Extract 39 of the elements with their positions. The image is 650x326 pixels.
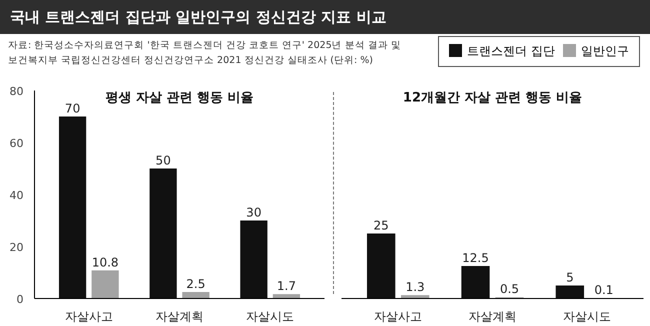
- x-tick-label: 자살시도: [562, 310, 611, 324]
- legend-label: 일반인구: [580, 44, 629, 58]
- y-tick-label: 80: [10, 85, 24, 98]
- data-label: 1.3: [406, 280, 425, 294]
- data-label: 70: [64, 102, 80, 116]
- y-tick-label: 20: [10, 241, 24, 254]
- text: 보건복지부 국립정신건강센터 정신건강연구소 2021 정신건강 실태조사 (단위: %): [8, 55, 373, 66]
- y-tick-label: 0: [16, 293, 24, 306]
- data-label: 10.8: [92, 255, 119, 270]
- y-tick-label: 40: [10, 189, 24, 202]
- data-label: 1.7: [276, 279, 296, 294]
- data-label: 12.5: [462, 251, 489, 265]
- bar: [272, 294, 300, 298]
- data-label: 5: [566, 270, 574, 284]
- bar: [366, 234, 396, 298]
- data-label: 0.1: [594, 283, 614, 298]
- text: 자료: 한국성소수자의료연구회 '한국 트랜스젠더 건강 코호트 연구' 2025년 분석 결과 및: [8, 40, 401, 51]
- bar: [556, 286, 584, 298]
- data-label: 25: [374, 218, 389, 232]
- data-label: 50: [156, 154, 171, 168]
- bar: [461, 266, 490, 298]
- chart-subtitle: 평생 자살 관련 행동 비율: [105, 90, 254, 106]
- legend-label: 트랜스젠더 집단: [467, 44, 555, 58]
- chart-subtitle: 12개월간 자살 관련 행동 비율: [402, 90, 582, 106]
- bar: [58, 116, 86, 298]
- x-tick-label: 자살사고: [374, 310, 422, 324]
- data-label: 2.5: [186, 277, 206, 291]
- bar: [240, 220, 268, 298]
- bar: [92, 270, 119, 298]
- data-label: 30: [246, 206, 262, 220]
- y-tick-label: 60: [10, 137, 24, 150]
- bar: [150, 168, 177, 298]
- x-tick-label: 자살사고: [64, 310, 113, 324]
- data-label: 0.5: [500, 282, 520, 296]
- chart-title: 국내 트랜스젠더 집단과 일반인구의 정신건강 지표 비교: [10, 7, 386, 28]
- x-tick-label: 자살계획: [468, 310, 516, 324]
- x-tick-label: 자살시도: [246, 310, 294, 324]
- bar: [182, 292, 210, 298]
- x-tick-label: 자살계획: [156, 310, 204, 324]
